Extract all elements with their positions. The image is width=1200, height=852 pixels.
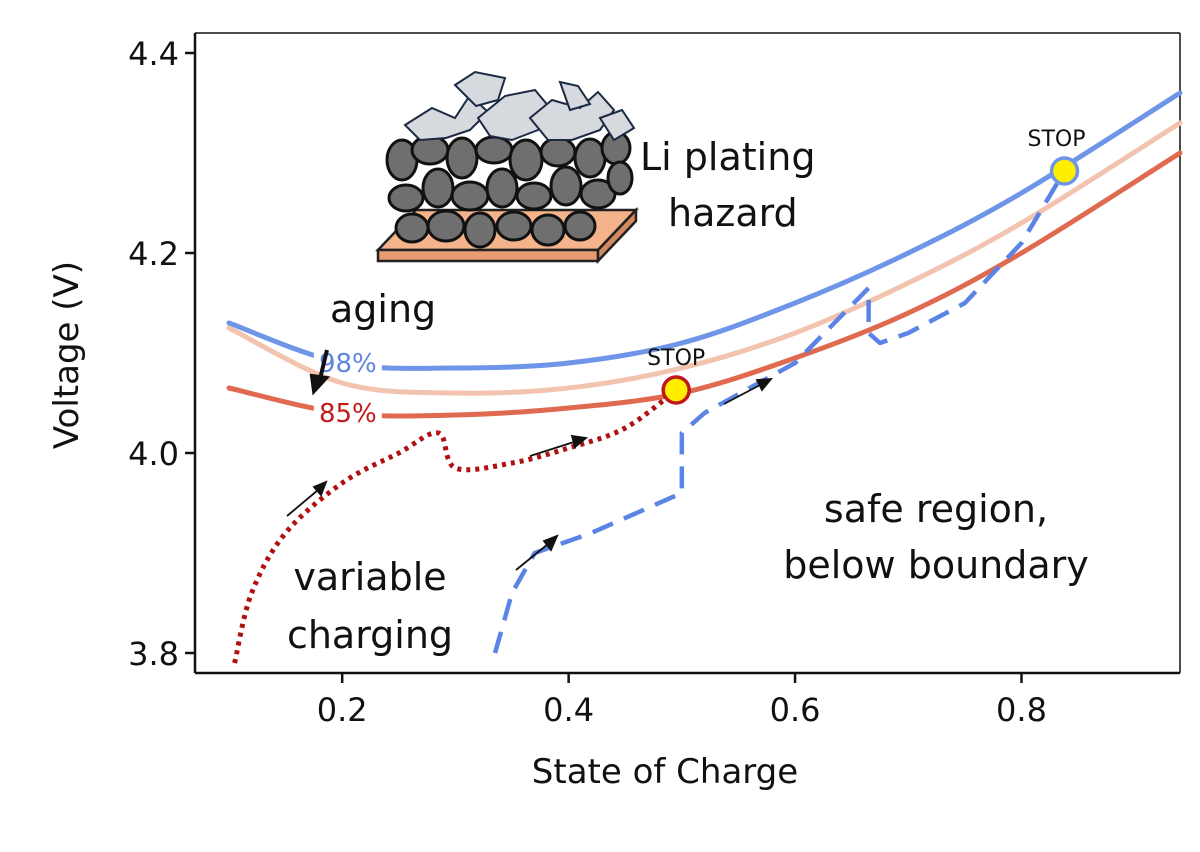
- stop-markers: STOP STOP: [647, 127, 1086, 405]
- li-plating-illustration: [375, 70, 639, 265]
- stop-marker-0: [661, 375, 691, 405]
- series-line-3: [232, 387, 678, 664]
- series-line-1: [226, 120, 1183, 396]
- y-tick-label: 3.8: [128, 635, 179, 673]
- y-axis-label: Voltage (V): [47, 261, 87, 449]
- y-tick-label: 4.0: [128, 435, 179, 473]
- series-line-4: [492, 169, 1067, 654]
- curve-label-bg: [313, 398, 382, 428]
- y-ticks: 3.8 4.0 4.2 4.4: [128, 35, 195, 673]
- stop-label-1: STOP: [1028, 127, 1086, 152]
- variable-charging-line2: charging: [287, 613, 453, 657]
- direction-arrows: [286, 377, 774, 571]
- series-line-2: [226, 150, 1183, 419]
- x-tick-label: 0.2: [317, 691, 368, 729]
- y-tick-label: 4.2: [128, 235, 179, 273]
- x-tick-label: 0.6: [770, 691, 821, 729]
- curve-label: 85%: [319, 399, 377, 429]
- series-line-0: [226, 90, 1183, 371]
- safe-region-line1: safe region,: [824, 487, 1048, 531]
- variable-charging-line1: variable: [293, 555, 446, 599]
- aging-arrow: [309, 349, 331, 396]
- x-tick-label: 0.4: [543, 691, 594, 729]
- hazard-label-line1: Li plating: [640, 135, 815, 179]
- hazard-label-line2: hazard: [668, 191, 798, 235]
- x-ticks: 0.2 0.4 0.6 0.8: [317, 673, 1047, 729]
- x-tick-label: 0.8: [996, 691, 1047, 729]
- curve-label: 98%: [319, 349, 377, 379]
- y-tick-label: 4.4: [128, 35, 179, 73]
- aging-label: aging: [330, 287, 436, 331]
- axes: [193, 32, 1181, 675]
- stop-marker-1: [1049, 156, 1080, 186]
- safe-region-line2: below boundary: [783, 543, 1089, 587]
- x-axis-label: State of Charge: [532, 752, 798, 792]
- stop-label-0: STOP: [647, 346, 705, 371]
